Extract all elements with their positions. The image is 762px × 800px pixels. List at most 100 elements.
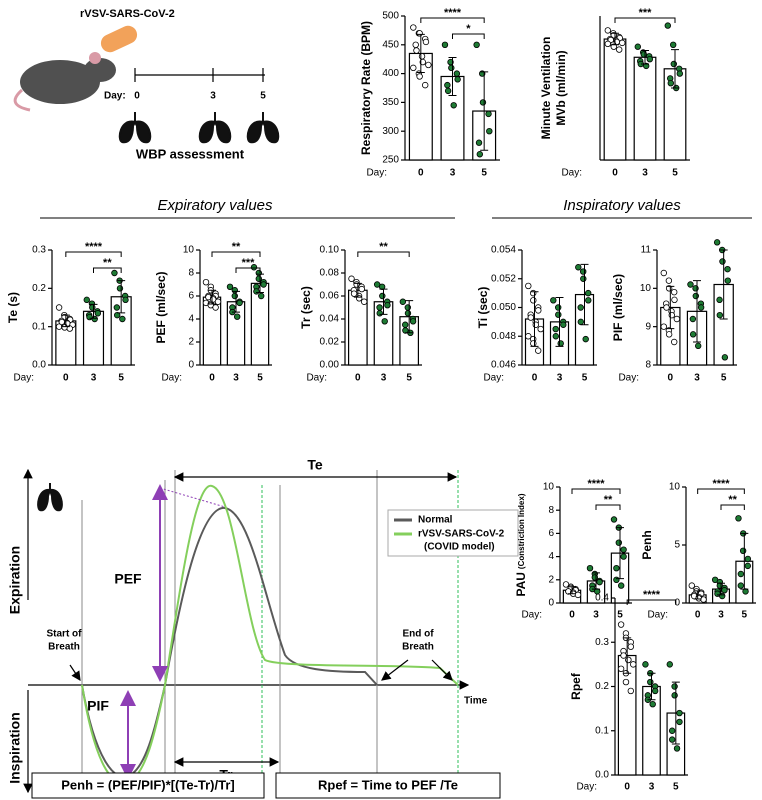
data-point	[647, 678, 654, 686]
pointer	[69, 664, 81, 681]
data-point	[119, 315, 126, 323]
error-bar	[641, 50, 649, 65]
x-tick-label: 0	[612, 168, 618, 179]
bar-chart: 0.0 0.1 0.2 0.3 0.4 Rpef Day: 0 3 5 ****	[569, 589, 688, 793]
data-point	[618, 582, 625, 589]
error-bar	[717, 582, 725, 596]
data-point	[671, 296, 678, 304]
data-point	[444, 81, 451, 89]
y-tick-label: 9	[645, 321, 651, 332]
data-point	[557, 340, 564, 347]
x-axis-label: Day:	[161, 373, 182, 384]
data-point	[83, 296, 90, 304]
y-axis-label: PAU(Constriction Index)	[514, 493, 528, 596]
y-tick-label: 6	[548, 528, 554, 539]
significance-bracket	[571, 488, 621, 494]
data-point	[418, 53, 426, 60]
error-bar	[530, 291, 539, 347]
significance-bracket	[420, 17, 485, 23]
data-point	[625, 656, 632, 664]
x-tick-label: 3	[557, 373, 563, 384]
day: 5	[260, 91, 266, 102]
bar-chart: 0.00 0.02 0.04 0.06 0.08 0.10 Tr (sec) Day: 0 3 5 *…	[299, 241, 422, 384]
data-point	[89, 304, 96, 311]
data-point	[479, 99, 487, 106]
y-tick-label: 0	[548, 598, 554, 609]
data-point	[688, 582, 695, 589]
error-bar	[416, 33, 425, 73]
legend-label: Normal	[418, 515, 453, 526]
data-point	[450, 102, 457, 109]
data-point	[555, 311, 562, 318]
x-tick-label: 5	[406, 373, 412, 384]
data-point	[649, 701, 656, 708]
y-tick-label: 250	[382, 155, 399, 166]
data-point	[577, 318, 584, 326]
x-tick-label: 5	[672, 168, 678, 179]
y-tick-label: 450	[382, 39, 399, 50]
data-point	[664, 22, 671, 29]
x-tick-label: 5	[721, 373, 727, 384]
y-axis-label: Minute Ventilation	[539, 37, 553, 140]
x-axis-label: Day:	[306, 373, 327, 384]
bar-chart: 0.046 0.048 0.050 0.052 0.054 Ti (sec) Day: 0 3 5	[476, 245, 597, 384]
virus-icon	[100, 25, 138, 53]
data-point	[617, 621, 625, 628]
data-point	[577, 304, 584, 311]
x-tick-label: 3	[91, 373, 97, 384]
data-point	[640, 51, 647, 58]
data-point	[236, 299, 243, 307]
data-point	[486, 127, 493, 135]
data-point	[580, 275, 587, 282]
significance-bracket	[65, 251, 122, 257]
x-tick-label: 0	[569, 610, 575, 621]
data-point	[413, 47, 420, 54]
data-point	[253, 288, 260, 295]
data-point	[258, 292, 265, 300]
y-tick-label: 0	[188, 360, 194, 371]
data-point	[670, 60, 677, 68]
guide-lines	[261, 470, 459, 790]
data-point	[673, 315, 681, 323]
section-title: Inspiratory values	[563, 197, 681, 214]
y-tick-label: 2	[548, 574, 554, 585]
error-bar	[647, 672, 656, 701]
data-point	[613, 576, 620, 583]
x-tick-label: 0	[355, 373, 361, 384]
y-tick-label: 300	[382, 126, 399, 137]
lung-icons	[118, 112, 280, 144]
data-point	[660, 323, 667, 330]
data-point	[358, 285, 365, 293]
bar-chart: 0.0 0.1 0.2 0.3 Te (s) Day: 0 3 5 ******	[6, 241, 135, 384]
data-point	[441, 41, 449, 48]
data-point	[737, 582, 744, 589]
data-point	[627, 643, 635, 650]
data-point	[111, 269, 118, 277]
data-point	[744, 562, 751, 570]
data-point	[525, 282, 532, 290]
error-bar	[616, 527, 624, 580]
data-point	[376, 310, 383, 317]
data-point	[532, 321, 539, 328]
error-bar	[208, 289, 216, 305]
te-label: Te	[307, 457, 323, 473]
data-point	[620, 652, 627, 659]
data-point	[260, 281, 267, 288]
data-point	[552, 333, 559, 340]
data-point	[422, 38, 430, 46]
bar-chart: Minute Ventilation MVb (ml/min) Day: 0 3 5 ***	[539, 7, 690, 179]
data-point	[692, 292, 699, 300]
data-point	[231, 287, 238, 294]
mouse-ear	[89, 52, 101, 64]
x-tick-label: 3	[718, 610, 724, 621]
x-tick-label: 3	[233, 373, 239, 384]
day: 3	[210, 91, 216, 102]
y-tick-label: 0.048	[491, 331, 516, 342]
x-tick-label: 0	[624, 782, 630, 793]
significance-label: ****	[85, 241, 103, 253]
data-point	[580, 268, 587, 275]
y-tick-label: 350	[382, 97, 399, 108]
data-point	[530, 297, 537, 304]
error-bar	[693, 590, 702, 600]
formula: Penh = (PEF/PIF)*[(Te-Tr)/Tr]	[61, 777, 234, 792]
